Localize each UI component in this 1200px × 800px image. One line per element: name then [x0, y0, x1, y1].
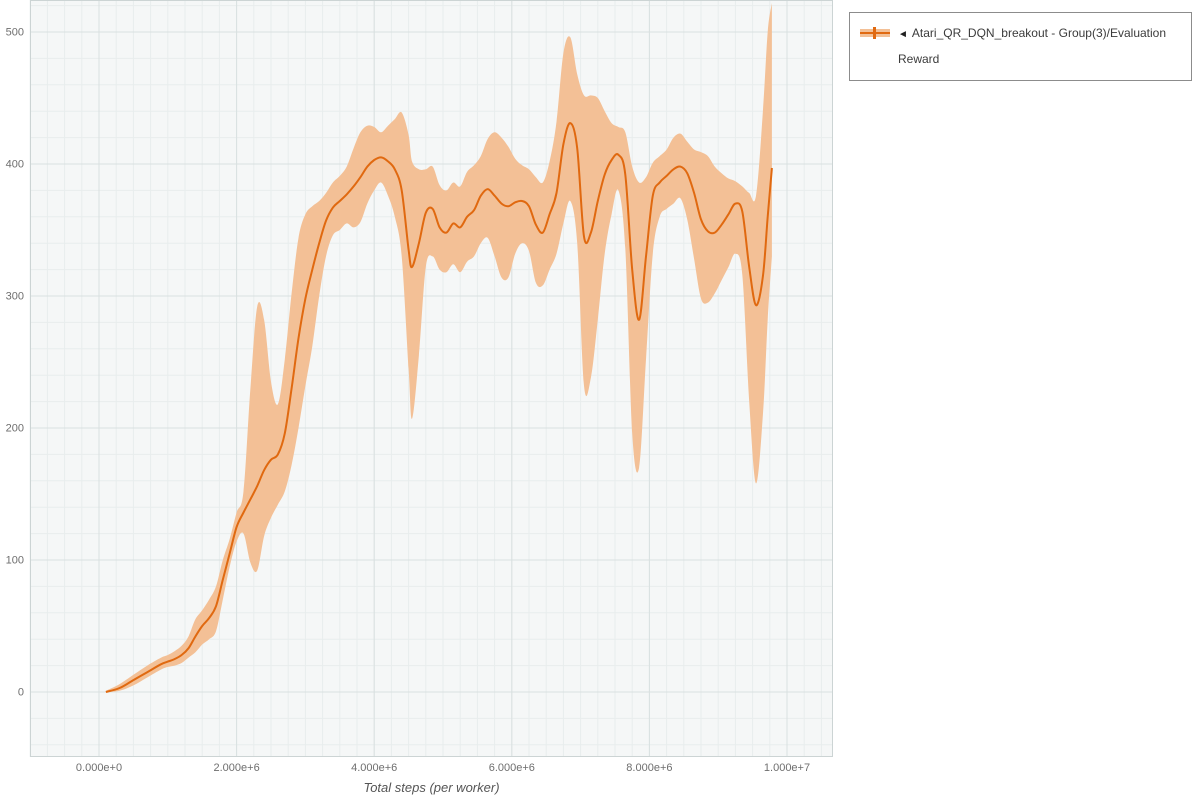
y-tick-label: 500 [6, 27, 24, 39]
y-tick-label: 0 [18, 687, 24, 699]
x-tick-label: 2.000e+6 [214, 762, 260, 774]
y-tick-label: 400 [6, 159, 24, 171]
x-axis-title: Total steps (per worker) [363, 780, 500, 795]
x-tick-label: 8.000e+6 [626, 762, 672, 774]
y-tick-label: 300 [6, 291, 24, 303]
x-tick-label: 4.000e+6 [351, 762, 397, 774]
legend-item-evaluation-reward[interactable]: ◄ Atari_QR_DQN_breakout - Group(3)/Evalua… [860, 21, 1181, 72]
y-tick-label: 100 [6, 555, 24, 567]
collapse-triangle-icon[interactable]: ◄ [898, 29, 908, 40]
series-swatch-icon [860, 27, 890, 39]
x-tick-label: 6.000e+6 [489, 762, 535, 774]
legend: ◄ Atari_QR_DQN_breakout - Group(3)/Evalua… [849, 12, 1192, 81]
reward-line-chart: 0 100 200 300 400 500 0.000e+0 2.000e+6 4.000e+6… [6, 0, 833, 774]
legend-label: ◄ Atari_QR_DQN_breakout - Group(3)/Evalua… [898, 21, 1181, 72]
marker-swatch [873, 27, 876, 39]
x-tick-label: 1.000e+7 [764, 762, 810, 774]
series-name: Atari_QR_DQN_breakout - Group(3)/Evaluat… [898, 26, 1167, 66]
y-tick-label: 200 [6, 423, 24, 435]
x-tick-label: 0.000e+0 [76, 762, 122, 774]
